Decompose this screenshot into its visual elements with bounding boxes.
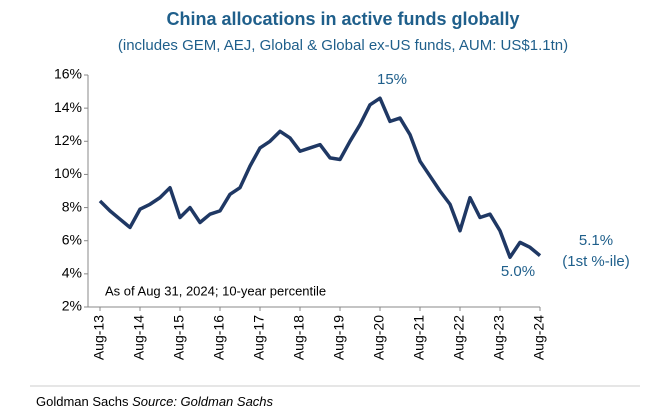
annotation: As of Aug 31, 2024; 10-year percentile <box>105 283 326 298</box>
source: Source: Goldman Sachs <box>132 394 273 409</box>
x-tick-label: Aug-18 <box>291 315 307 360</box>
y-tick-label: 8% <box>62 198 82 214</box>
x-tick-label: Aug-21 <box>411 315 427 360</box>
x-tick-label: Aug-17 <box>251 315 267 360</box>
x-tick-label: Aug-23 <box>491 315 507 360</box>
x-tick-label: Aug-16 <box>211 315 227 360</box>
annotation: 5.1% <box>579 232 613 249</box>
y-tick-label: 2% <box>62 298 82 314</box>
annotation: 5.0% <box>501 263 535 280</box>
line <box>98 96 542 260</box>
y-tick-label: 14% <box>54 99 82 115</box>
chart-subtitle: (includes GEM, AEJ, Global & Global ex-U… <box>118 37 568 54</box>
credit: Goldman Sachs <box>36 394 129 409</box>
y-tick-label: 10% <box>54 165 82 181</box>
x-tick-label: Aug-20 <box>371 315 387 360</box>
x-tick-label: Aug-14 <box>131 315 147 360</box>
chart-title: China allocations in active funds global… <box>166 9 519 29</box>
y-tick-label: 6% <box>62 231 82 247</box>
y-tick-label: 16% <box>54 66 82 82</box>
x-tick-label: Aug-19 <box>331 315 347 360</box>
annotation: (1st %-ile) <box>562 253 630 270</box>
x-tick-label: Aug-13 <box>91 315 107 360</box>
x-tick-label: Aug-24 <box>531 315 547 360</box>
y-tick-label: 4% <box>62 265 82 281</box>
y-tick-label: 12% <box>54 132 82 148</box>
annotation: 15% <box>377 71 407 88</box>
x-tick-label: Aug-22 <box>451 315 467 360</box>
footer: Goldman Sachs Source: Goldman Sachs <box>36 394 274 409</box>
x-tick-label: Aug-15 <box>171 315 187 360</box>
